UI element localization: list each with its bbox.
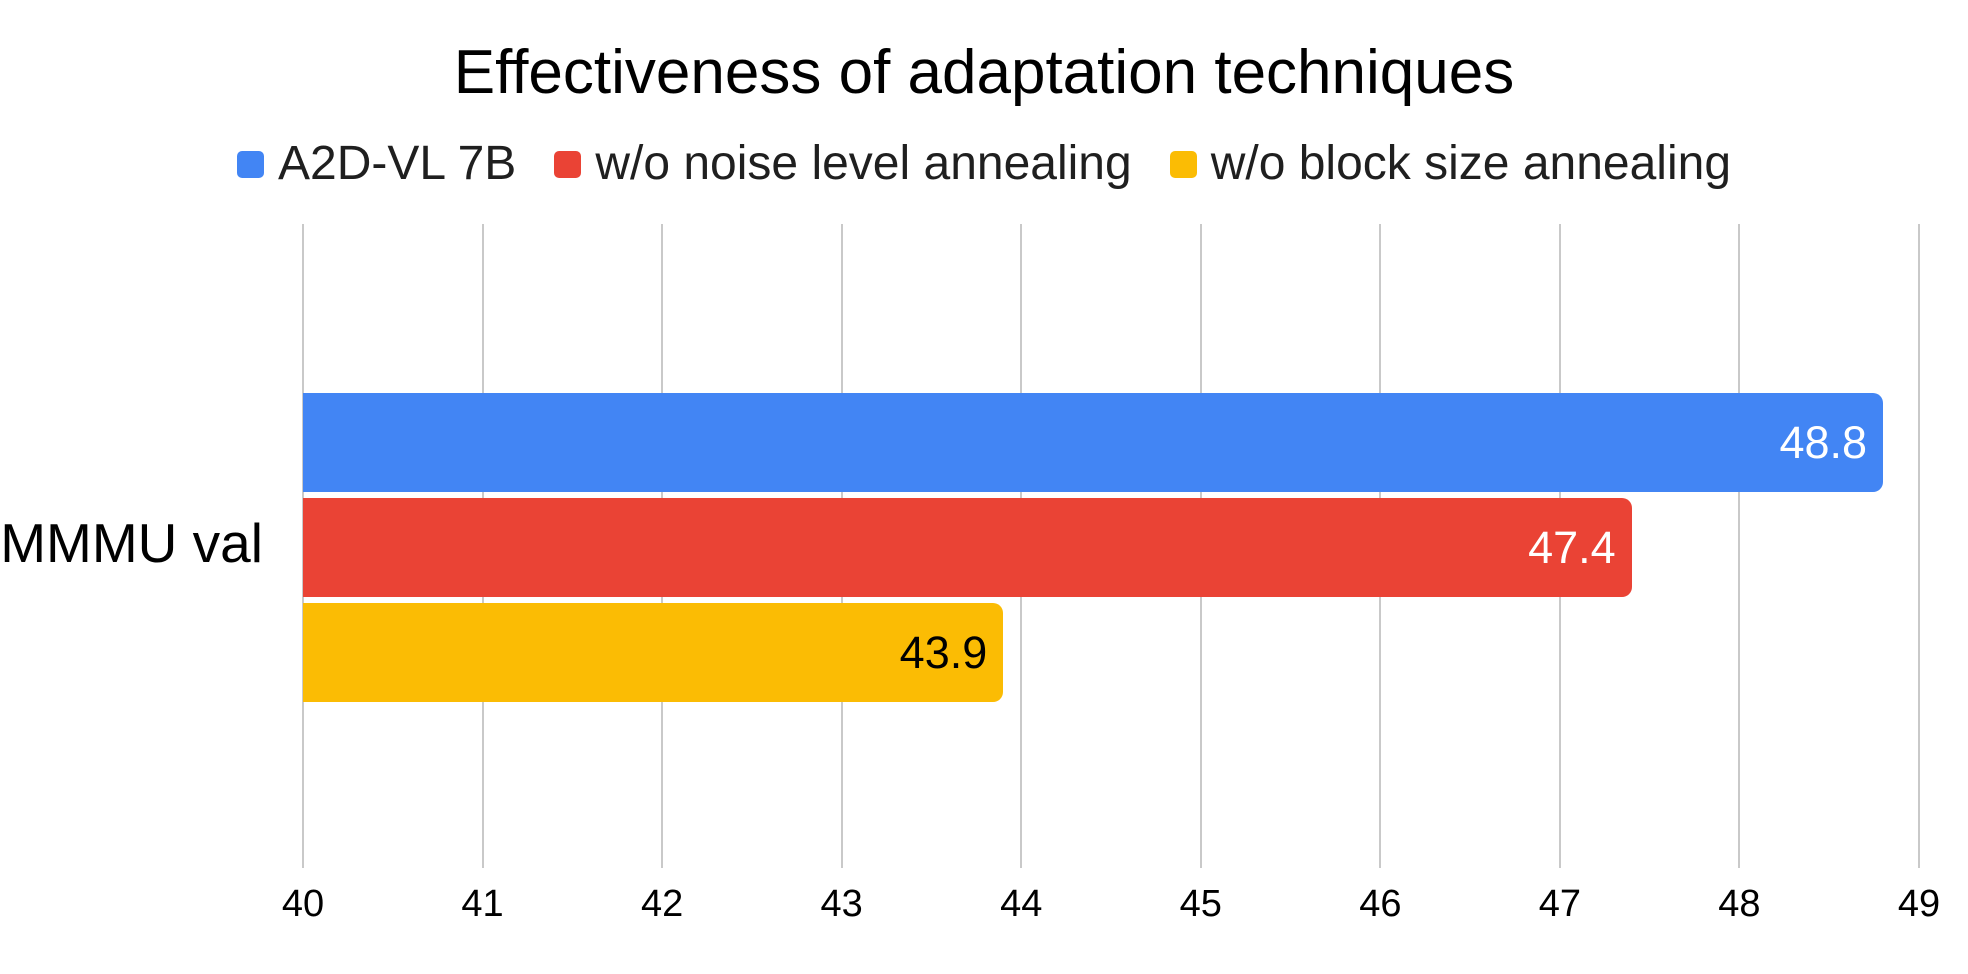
bar-w-o-noise-level-annealing: 47.4 [303, 498, 1632, 597]
legend-label: w/o noise level annealing [595, 137, 1132, 190]
bar-w-o-block-size-annealing: 43.9 [303, 603, 1004, 702]
x-tick-label: 48 [1718, 883, 1761, 925]
x-tick-label: 45 [1179, 883, 1222, 925]
x-tick-label: 42 [640, 883, 684, 925]
x-tick-label: 40 [281, 883, 325, 925]
legend-item: A2D-VL 7B [236, 137, 517, 190]
legend-swatch-icon [236, 150, 264, 178]
x-tick-label: 47 [1538, 883, 1582, 925]
legend-swatch-icon [554, 150, 582, 178]
x-tick-label: 44 [1000, 883, 1043, 925]
x-tick-label: 46 [1359, 883, 1402, 925]
bar-value-label: 48.8 [1779, 416, 1868, 468]
legend-item: w/o noise level annealing [554, 137, 1132, 190]
y-axis-category-label: MMMU val [0, 512, 263, 574]
bar-a2d-vl-7b: 48.8 [303, 393, 1884, 492]
bar-value-label: 47.4 [1528, 521, 1616, 573]
plot-area: 48.8 47.4 43.9 [302, 224, 1920, 868]
x-tick-label: 49 [1897, 883, 1941, 925]
x-tick-label: 43 [820, 883, 863, 925]
chart-title: Effectiveness of adaptation techniques [453, 38, 1515, 107]
chart-legend: A2D-VL 7B w/o noise level annealing w/o bl… [0, 140, 1968, 188]
x-axis-tick-labels: 40 41 42 43 44 45 46 47 48 49 [0, 884, 1968, 928]
legend-swatch-icon [1169, 150, 1197, 178]
x-tick-label: 41 [461, 883, 504, 925]
gridline [1738, 224, 1741, 868]
gridline [1918, 224, 1920, 868]
legend-label: w/o block size annealing [1210, 137, 1732, 190]
legend-label: A2D-VL 7B [277, 137, 517, 190]
bar-value-label: 43.9 [899, 626, 988, 678]
legend-item: w/o block size annealing [1169, 137, 1732, 190]
